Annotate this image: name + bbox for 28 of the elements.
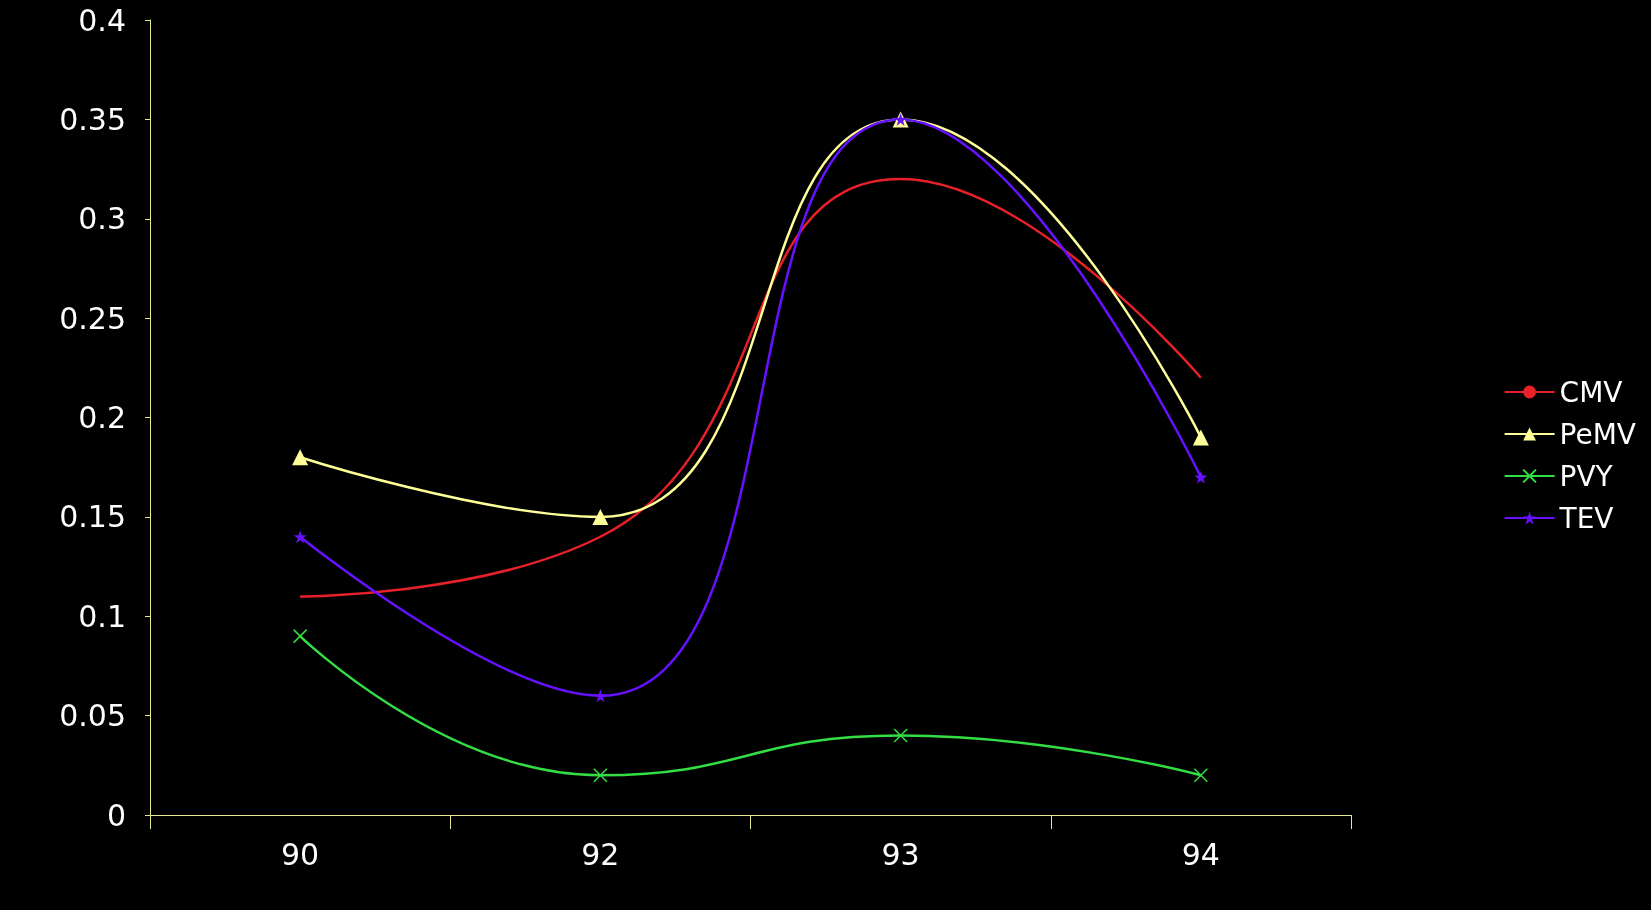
y-tick-label: 0.15 (59, 499, 126, 535)
point (292, 449, 309, 466)
x-tick-label: 94 (1181, 836, 1220, 872)
point (292, 628, 308, 644)
y-tick-label: 0.3 (78, 201, 126, 237)
point (592, 508, 609, 525)
point (1194, 470, 1208, 484)
legend-label: PVY (1559, 459, 1614, 493)
y-tick-label: 0.2 (78, 400, 126, 435)
y-tick-label: 0.05 (59, 698, 126, 734)
point (1192, 429, 1209, 446)
point (593, 768, 608, 783)
y-tick-label: 0.4 (78, 2, 126, 38)
x-tick-label: 92 (581, 836, 620, 872)
line-series (298, 177, 1203, 598)
legend-label: CMV (1559, 375, 1623, 409)
y-tick-label: 0 (106, 797, 126, 833)
point (593, 689, 607, 703)
x-tick-label: 93 (881, 836, 920, 872)
legend-label: TEV (1558, 501, 1614, 535)
point (293, 530, 307, 544)
y-tick-label: 0.1 (78, 598, 126, 634)
y-tick-label: 0.35 (59, 101, 126, 137)
y-tick-label: 0.25 (59, 300, 126, 336)
point (893, 728, 908, 743)
x-tick-label: 90 (281, 836, 320, 872)
legend-label: PeMV (1559, 417, 1637, 451)
point (1193, 768, 1209, 783)
